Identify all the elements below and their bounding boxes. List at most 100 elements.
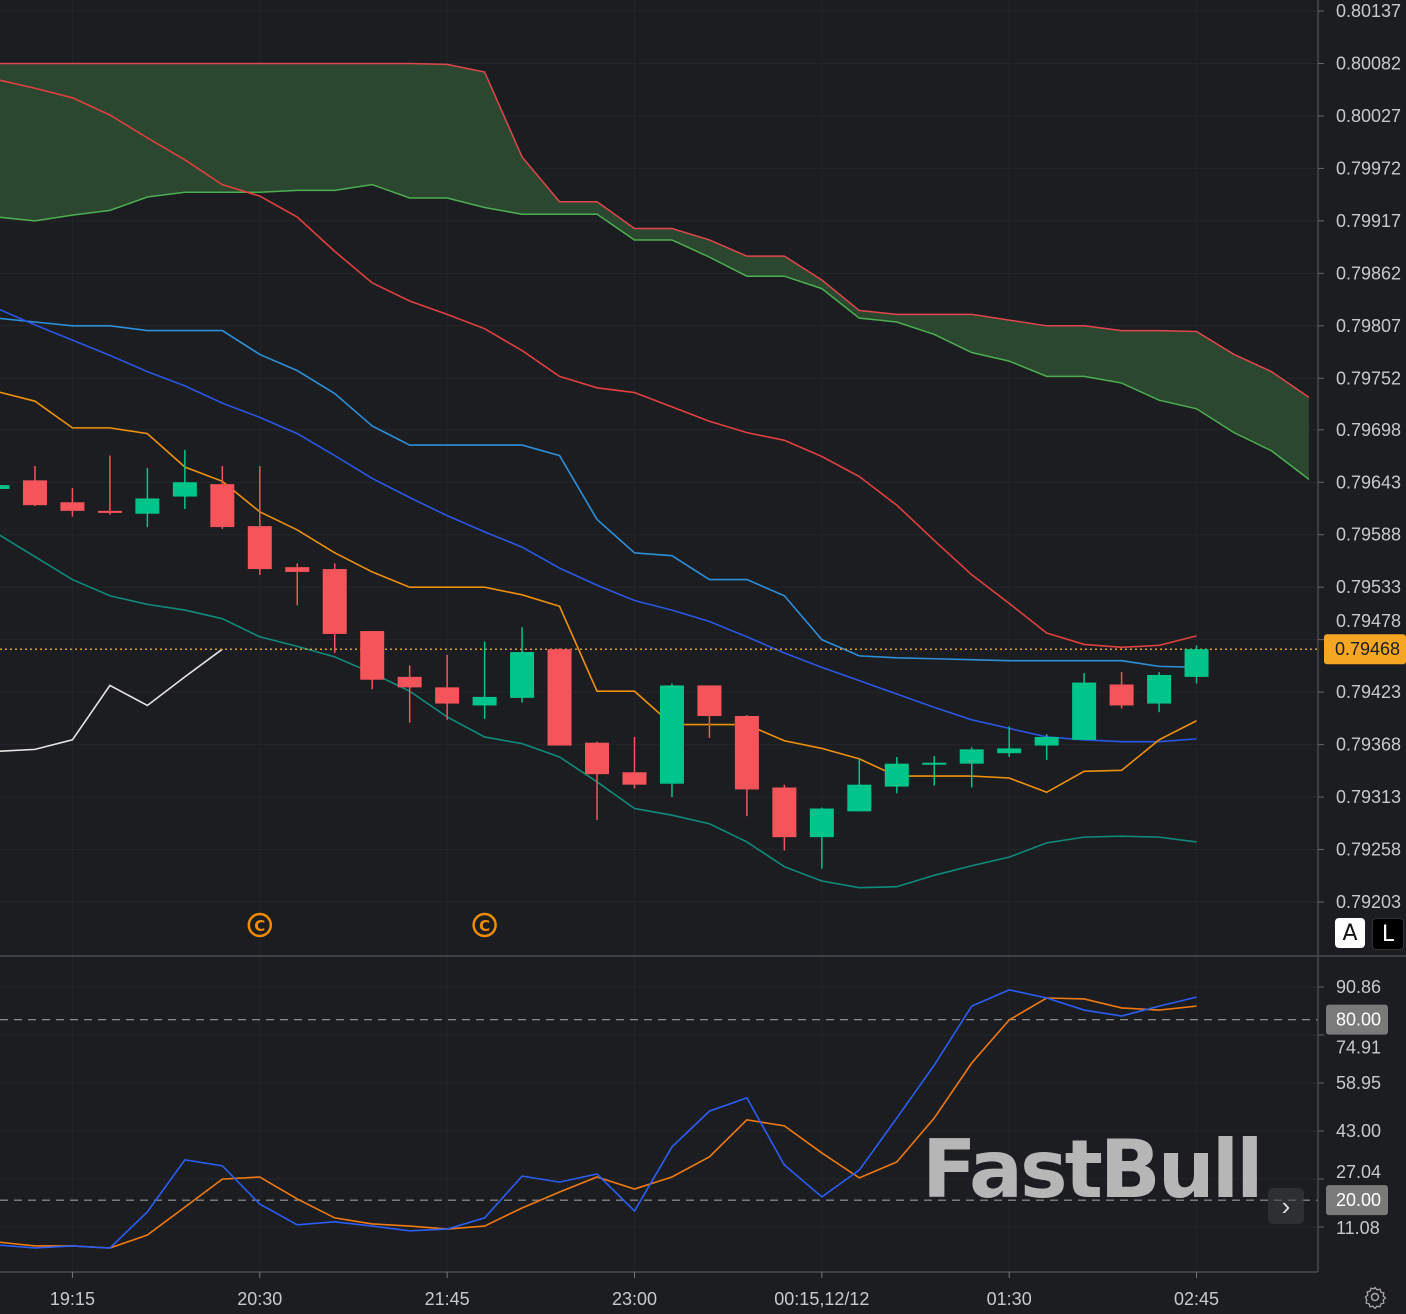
price-tick-label: 0.80082 [1336, 53, 1401, 73]
candle [435, 654, 460, 720]
indicator-line-5 [0, 648, 223, 752]
osc-level-badge [1326, 1004, 1388, 1035]
candle-body [60, 502, 85, 511]
candle-body [922, 762, 947, 765]
candle-body [510, 652, 535, 698]
candle-body [210, 484, 235, 528]
auto-scale-button[interactable]: A [1335, 918, 1365, 948]
candle-body [172, 482, 197, 497]
candle [659, 683, 684, 798]
candle-body [360, 631, 385, 680]
price-tick-label: 0.79917 [1336, 211, 1401, 231]
event-marker-label: C [254, 917, 265, 935]
osc-level-label: 80.00 [1336, 1010, 1381, 1030]
indicator-line-3 [0, 391, 1197, 794]
indicator-line-0 [0, 79, 1197, 649]
candle [622, 736, 647, 789]
last-price-badge [1324, 634, 1406, 665]
time-tick-label: 19:15 [50, 1289, 95, 1309]
candle [1034, 734, 1059, 760]
candle [847, 758, 872, 812]
cloud-fill [0, 63, 1309, 480]
candle [285, 563, 310, 606]
indicator-line-1 [0, 317, 1197, 669]
settings-gear-icon[interactable] [1363, 1285, 1387, 1309]
candle [697, 685, 722, 738]
indicator-line-2 [0, 308, 1197, 743]
candle [1109, 672, 1134, 709]
log-scale-button[interactable]: L [1372, 918, 1404, 950]
candle-body [397, 676, 422, 688]
time-tick-label: 21:45 [425, 1289, 470, 1309]
osc-tick-label: 74.91 [1336, 1038, 1381, 1058]
osc-level-badge [1326, 1185, 1388, 1216]
candle [510, 627, 535, 703]
candle [884, 756, 909, 794]
candle [959, 747, 984, 788]
candle [772, 784, 797, 851]
event-marker-label: C [479, 917, 490, 935]
cloud-upper-line [0, 62, 1310, 398]
last-price-label: 0.79468 [1335, 639, 1400, 659]
candle [547, 648, 572, 746]
indicator-lines [0, 79, 1318, 889]
price-tick-label: 0.79807 [1336, 316, 1401, 336]
candle-body [997, 748, 1022, 754]
price-tick-label: 0.79752 [1336, 368, 1401, 388]
candle-body [847, 784, 872, 812]
oscillator-panel: 90.86 74.91 58.95 43.00 27.04 11.08 80.00 20.00 [0, 977, 1388, 1249]
price-tick-label: 0.80137 [1336, 1, 1401, 21]
osc-tick-label: 58.95 [1336, 1073, 1381, 1093]
price-tick-label: 0.79972 [1336, 158, 1401, 178]
candle [472, 641, 497, 719]
candle-body [1109, 684, 1134, 706]
candle-body [659, 685, 684, 784]
time-tick-label: 23:00 [612, 1289, 657, 1309]
candle [1184, 645, 1209, 684]
candle [360, 631, 385, 690]
price-tick-label: 0.79643 [1336, 472, 1401, 492]
osc-k-line [0, 989, 1197, 1249]
event-marker-icon [247, 912, 273, 938]
osc-tick-label: 11.08 [1336, 1218, 1380, 1238]
candle-body [884, 763, 909, 787]
candle [585, 741, 610, 820]
candles [0, 449, 1209, 869]
candle [135, 467, 160, 528]
osc-d-line [0, 997, 1197, 1249]
time-tick-label: 20:30 [237, 1289, 282, 1309]
candle [1072, 673, 1097, 740]
price-tick-label: 0.79478 [1336, 611, 1401, 631]
candle [172, 449, 197, 509]
price-tick-label: 0.80027 [1336, 106, 1401, 126]
event-marker-icon [472, 912, 497, 938]
time-tick-label: 01:30 [987, 1289, 1032, 1309]
candle-body [1184, 649, 1209, 677]
price-tick-label: 0.79698 [1336, 420, 1401, 440]
candle-body [809, 808, 834, 838]
price-tick-label: 0.79203 [1336, 892, 1401, 912]
candle-body [959, 749, 984, 764]
osc-tick-label: 27.04 [1336, 1162, 1381, 1182]
price-tick-label: 0.79368 [1336, 735, 1401, 755]
candle-body [772, 787, 797, 838]
cloud-lower-line [0, 183, 1310, 480]
ichimoku-cloud [0, 62, 1310, 480]
price-tick-label: 0.79533 [1336, 577, 1401, 597]
price-tick-label: 0.79313 [1336, 787, 1401, 807]
candle-body [472, 696, 497, 706]
candle [397, 665, 422, 723]
candle-body [285, 567, 310, 572]
candle-body [1072, 682, 1097, 740]
candle [60, 487, 85, 517]
candle [922, 756, 947, 786]
price-tick-label: 0.79258 [1336, 840, 1401, 860]
osc-tick-label: 43.00 [1336, 1121, 1381, 1141]
scroll-right-button[interactable]: › [1268, 1188, 1304, 1224]
candle [0, 485, 10, 489]
candle [809, 807, 834, 869]
osc-level-label: 20.00 [1336, 1190, 1381, 1210]
candle-body [22, 480, 47, 506]
